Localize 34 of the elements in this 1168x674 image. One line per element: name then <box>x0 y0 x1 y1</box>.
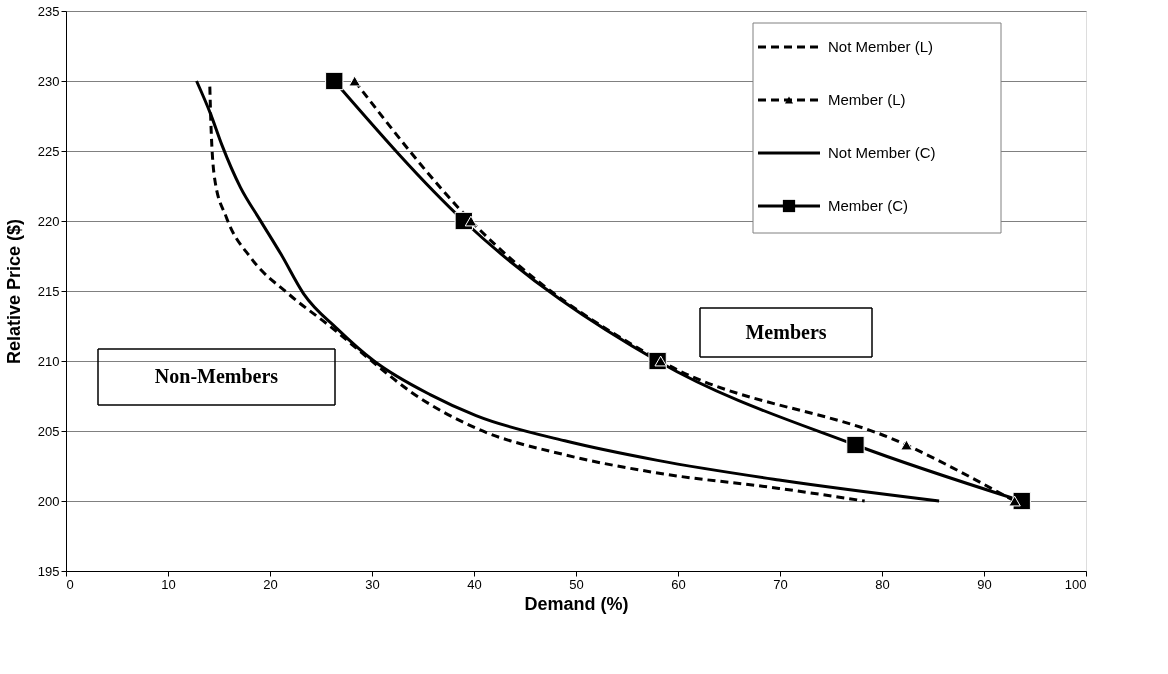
legend-label: Member (C) <box>828 197 909 214</box>
point <box>464 215 478 227</box>
annotation: Members <box>745 320 827 343</box>
point <box>325 71 344 91</box>
x-tick-label: 20 <box>263 576 278 592</box>
y-tick-label: 235 <box>37 3 60 19</box>
y-axis-title: Relative Price ($) <box>3 218 24 365</box>
x-tick-label: 30 <box>365 576 380 592</box>
point <box>1008 495 1021 507</box>
y-tick-label: 195 <box>37 563 60 579</box>
annotation: Non-Members <box>154 365 279 387</box>
x-tick-label: 100 <box>1064 576 1087 592</box>
y-tick-label: 230 <box>37 73 60 89</box>
y-tick-label: 215 <box>37 283 60 299</box>
x-tick-label: 40 <box>467 576 482 592</box>
x-tick-label: 90 <box>977 576 992 592</box>
y-tick-label: 225 <box>37 143 60 159</box>
x-tick-label: 0 <box>66 576 74 592</box>
point <box>846 435 865 455</box>
x-tick-label: 80 <box>875 576 890 592</box>
x-axis-title: Demand (%) <box>524 593 629 614</box>
x-tick-label: 50 <box>569 576 584 592</box>
y-tick-label: 205 <box>37 423 60 439</box>
y-tick-label: 210 <box>37 353 60 369</box>
x-tick-label: 60 <box>671 576 686 592</box>
x-tick-label: 70 <box>773 576 788 592</box>
x-tick-label: 10 <box>161 576 176 592</box>
legend-label: Not Member (C) <box>828 144 936 161</box>
point <box>348 75 361 87</box>
y-tick-label: 200 <box>37 493 60 509</box>
legend-label: Member (L) <box>828 91 906 108</box>
point <box>900 439 913 451</box>
y-tick-label: 220 <box>37 213 60 229</box>
legend-label: Not Member (L) <box>828 38 934 55</box>
